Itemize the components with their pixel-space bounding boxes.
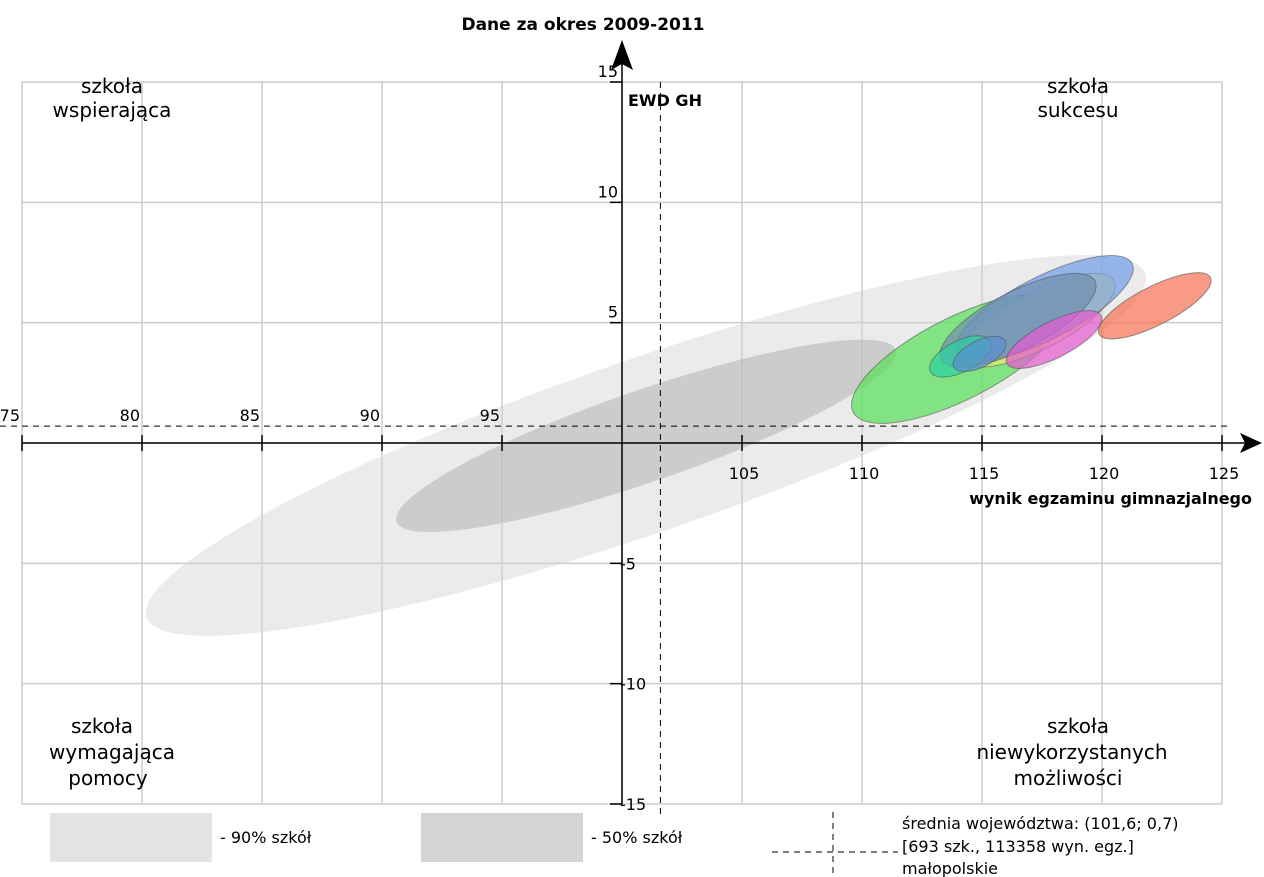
x-tick-label: 95	[480, 406, 500, 425]
school-ellipse	[1098, 272, 1212, 340]
legend-label-50: - 50% szkół	[591, 828, 683, 847]
quadrant-bottom-right: szkoła niewykorzystanych możliwości	[976, 714, 1167, 790]
x-tick-label: 120	[1089, 464, 1120, 483]
quadrant-top-right: szkoła sukcesu	[1037, 74, 1118, 122]
school-ellipses	[851, 255, 1212, 424]
legend-swatch-90	[50, 813, 212, 862]
y-tick-label: -10	[620, 675, 646, 694]
quadrant-label-line: szkoła	[81, 74, 143, 98]
x-axis-arrow	[1240, 433, 1262, 453]
y-tick-label: 15	[598, 62, 618, 81]
x-tick-label: 110	[849, 464, 880, 483]
legend-mean-line-3: małopolskie	[902, 859, 998, 877]
quadrant-label-line: szkoła	[1047, 714, 1109, 738]
chart-title: Dane za okres 2009-2011	[461, 15, 704, 35]
quadrant-top-left: szkoła wspierająca	[53, 74, 172, 122]
legend-mean-line-1: średnia województwa: (101,6; 0,7)	[902, 814, 1178, 833]
legend-mean-line-2: [693 szk., 113358 wyn. egz.]	[902, 837, 1134, 856]
legend: - 90% szkół - 50% szkół średnia wojewódz…	[50, 812, 1178, 877]
x-tick-label: 90	[360, 406, 380, 425]
mean-reference-lines	[0, 82, 1232, 815]
quadrant-label-line: szkoła	[1047, 74, 1109, 98]
x-tick-label: 115	[969, 464, 1000, 483]
y-axis-label: EWD GH	[628, 91, 702, 110]
reference-ellipse-50	[395, 339, 897, 532]
reference-ellipses	[145, 254, 1147, 636]
y-tick-label: -15	[620, 795, 646, 814]
quadrant-label-line: pomocy	[68, 766, 148, 790]
quadrant-label-line: szkoła	[71, 714, 133, 738]
x-tick-label: 105	[729, 464, 760, 483]
x-axis-label: wynik egzaminu gimnazjalnego	[969, 489, 1252, 508]
y-axis-arrow	[611, 40, 633, 70]
x-tick-label: 125	[1209, 464, 1240, 483]
quadrant-label-line: wymagająca	[49, 740, 175, 764]
y-tick-label: 10	[598, 182, 618, 201]
axes	[21, 40, 1262, 805]
x-tick-label: 75	[0, 406, 20, 425]
legend-label-90: - 90% szkół	[220, 828, 312, 847]
x-tick-label: 80	[120, 406, 140, 425]
x-tick-label: 85	[240, 406, 260, 425]
legend-swatch-50	[421, 813, 583, 862]
y-tick-label: -5	[620, 554, 636, 573]
quadrant-label-line: sukcesu	[1037, 98, 1118, 122]
y-tick-label: 5	[608, 303, 618, 322]
quadrant-label-line: możliwości	[1014, 766, 1123, 790]
quadrant-bottom-left: szkoła wymagająca pomocy	[49, 714, 175, 790]
school-ellipse	[1005, 310, 1103, 369]
quadrant-label-line: wspierająca	[53, 98, 172, 122]
quadrant-label-line: niewykorzystanych	[976, 740, 1167, 764]
school-ellipse	[952, 335, 1007, 373]
